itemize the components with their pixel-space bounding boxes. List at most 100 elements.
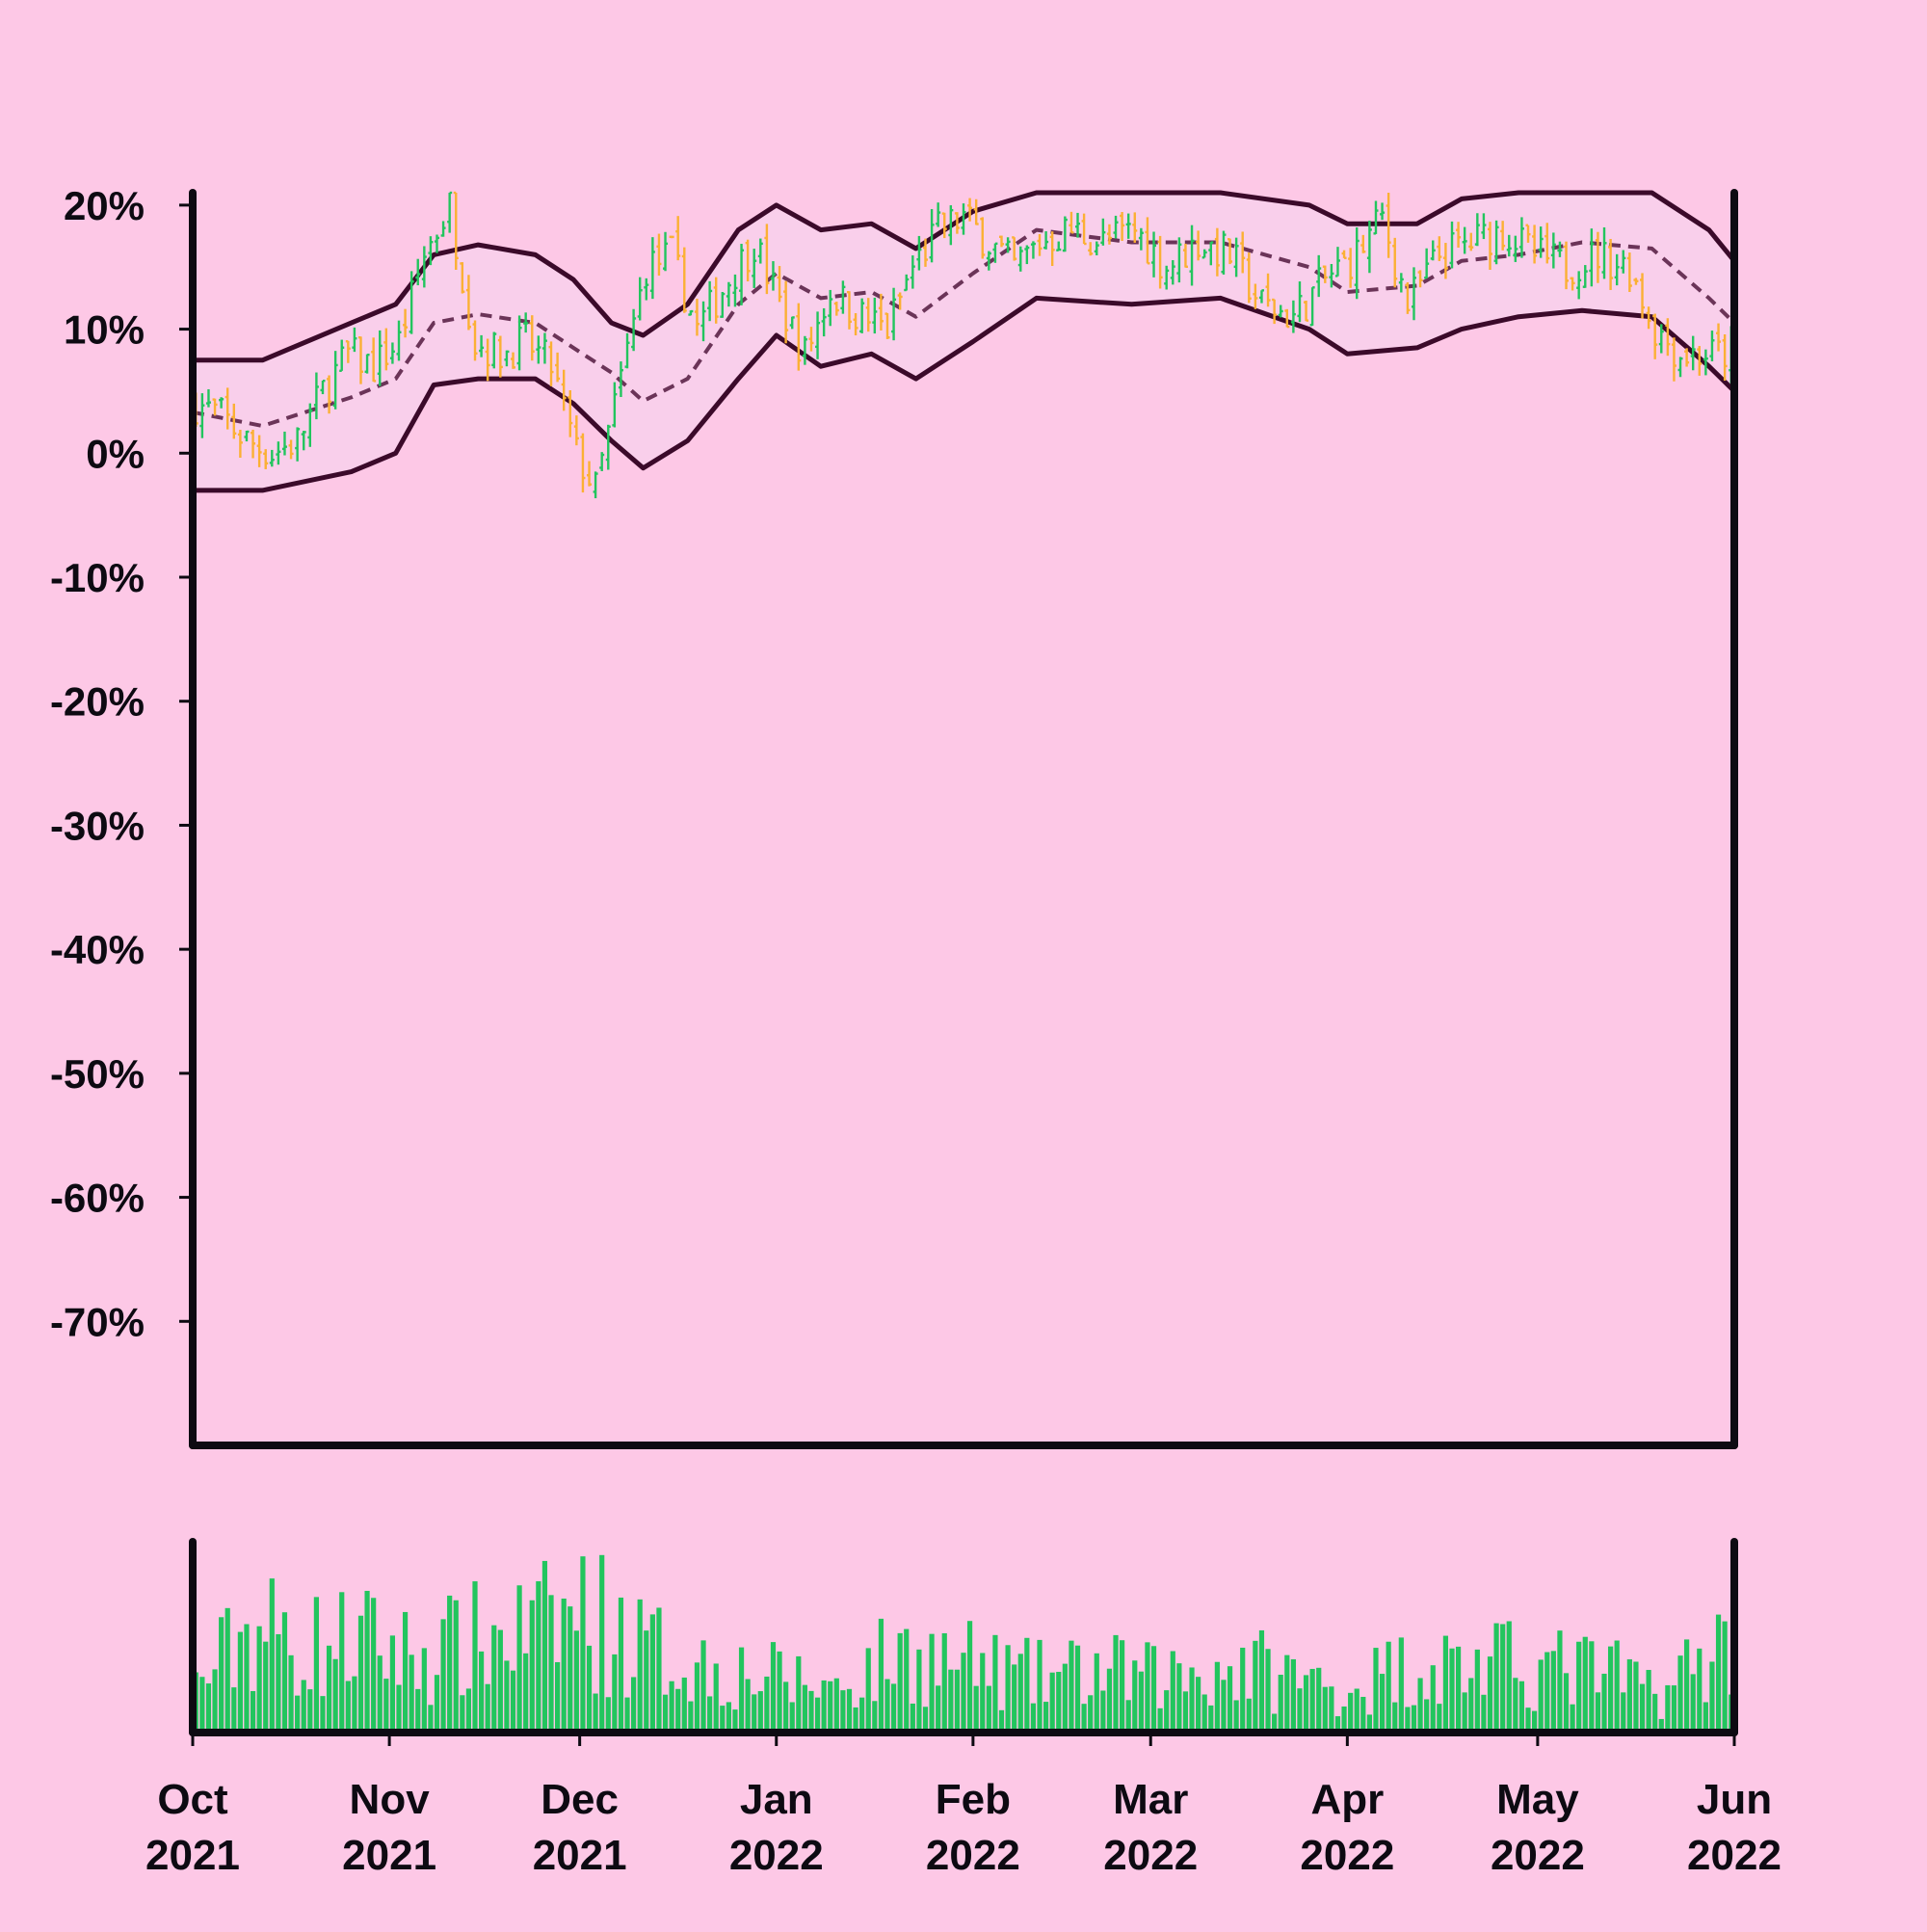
volume-bar — [586, 1645, 593, 1733]
volume-bar — [1297, 1688, 1303, 1733]
volume-bar — [1608, 1646, 1614, 1733]
ohlc-bar — [1671, 337, 1676, 382]
ohlc-bar — [1138, 227, 1144, 251]
volume-bar — [1024, 1637, 1030, 1733]
volume-bar — [1062, 1663, 1068, 1733]
ohlc-bar — [1360, 234, 1366, 253]
volume-bar — [244, 1624, 250, 1733]
ohlc-bar — [1386, 193, 1391, 258]
volume-bar — [1208, 1705, 1214, 1733]
ohlc-bar — [1017, 246, 1023, 272]
volume-bar — [516, 1585, 522, 1733]
volume-bar — [1309, 1668, 1315, 1733]
volume-bar — [631, 1677, 637, 1733]
volume-bar — [536, 1581, 541, 1733]
x-tick-month-label: Jun — [1697, 1776, 1772, 1823]
volume-bar — [1557, 1630, 1563, 1733]
volume-bar — [910, 1703, 915, 1733]
ohlc-bar — [460, 262, 465, 294]
volume-bar — [1449, 1648, 1455, 1733]
volume-bar — [1411, 1705, 1417, 1733]
ohlc-bar — [1595, 231, 1600, 283]
x-tick-year-label: 2022 — [1300, 1832, 1394, 1879]
volume-bar — [1049, 1672, 1055, 1733]
ohlc-bar — [936, 202, 941, 227]
volume-bar — [1442, 1635, 1449, 1733]
volume-bar — [998, 1709, 1005, 1733]
ohlc-bar — [1113, 215, 1119, 239]
ohlc-bar — [561, 369, 567, 411]
ohlc-bar — [1341, 250, 1347, 259]
ohlc-bar — [1062, 216, 1068, 252]
volume-bar — [1633, 1661, 1639, 1733]
ohlc-bar — [1049, 231, 1055, 267]
volume-bar — [1100, 1690, 1106, 1733]
volume-bar — [1182, 1691, 1189, 1733]
ohlc-bar — [694, 299, 700, 336]
volume-bar — [1506, 1621, 1512, 1733]
volume-bar — [1474, 1649, 1480, 1733]
ohlc-bar — [656, 233, 662, 277]
volume-bar — [1164, 1690, 1170, 1733]
volume-bar — [415, 1688, 421, 1733]
volume-bar — [561, 1598, 567, 1733]
ohlc-bar — [1094, 241, 1099, 255]
volume-bar — [1012, 1664, 1017, 1733]
x-tick-year-label: 2022 — [926, 1832, 1020, 1879]
volume-bar — [364, 1590, 370, 1733]
ohlc-bar — [649, 237, 655, 300]
ohlc-bar — [891, 287, 897, 341]
ohlc-bar — [219, 397, 224, 409]
ohlc-bar — [669, 235, 674, 239]
volume-bar — [447, 1595, 453, 1733]
volume-bar — [1278, 1675, 1283, 1733]
ohlc-bar — [1354, 227, 1359, 300]
ohlc-bar — [1640, 273, 1646, 319]
volume-bar — [504, 1660, 510, 1733]
ohlc-bar — [967, 198, 973, 222]
ohlc-bar — [332, 351, 338, 410]
ohlc-bar — [1106, 224, 1112, 245]
volume-bar — [828, 1681, 833, 1733]
volume-bar — [1150, 1646, 1157, 1733]
volume-bar — [1030, 1703, 1037, 1733]
ohlc-bar — [1703, 349, 1708, 376]
volume-bar — [1334, 1716, 1341, 1733]
ohlc-bar — [1513, 235, 1518, 262]
ohlc-bar — [276, 441, 281, 465]
volume-bar — [720, 1706, 726, 1733]
ohlc-bar — [764, 224, 770, 295]
ohlc-bar — [1265, 273, 1271, 307]
volume-bar — [357, 1615, 364, 1733]
volume-bar — [1017, 1654, 1023, 1733]
volume-bar — [345, 1681, 351, 1733]
ohlc-bar — [986, 251, 991, 271]
volume-bar — [922, 1707, 929, 1733]
ohlc-bar — [440, 221, 446, 237]
ohlc-bar — [663, 231, 669, 272]
ohlc-bar — [568, 389, 573, 437]
volume-bar — [453, 1600, 459, 1733]
y-tick-label: -20% — [50, 679, 145, 725]
ohlc-bar — [922, 238, 928, 267]
ohlc-bars-layer — [193, 191, 1734, 499]
ohlc-bar — [1316, 254, 1322, 298]
volume-bar — [802, 1684, 807, 1733]
ohlc-bar — [396, 320, 402, 361]
ohlc-bar — [541, 332, 547, 364]
ohlc-bar — [269, 449, 275, 467]
volume-bar — [1074, 1645, 1081, 1733]
ohlc-bar — [948, 205, 954, 246]
ohlc-bar — [745, 239, 751, 282]
ohlc-bar — [757, 238, 763, 264]
volume-bar — [1703, 1702, 1708, 1733]
ohlc-bar — [1538, 226, 1544, 258]
ohlc-bar — [447, 191, 453, 233]
ohlc-bar — [1621, 250, 1626, 274]
volume-bar — [523, 1653, 529, 1733]
x-tick-month-label: Nov — [350, 1776, 431, 1823]
volume-bar — [1493, 1623, 1499, 1733]
volume-bar — [326, 1645, 332, 1733]
y-tick-label: 10% — [64, 307, 145, 353]
volume-bar — [1354, 1688, 1359, 1733]
